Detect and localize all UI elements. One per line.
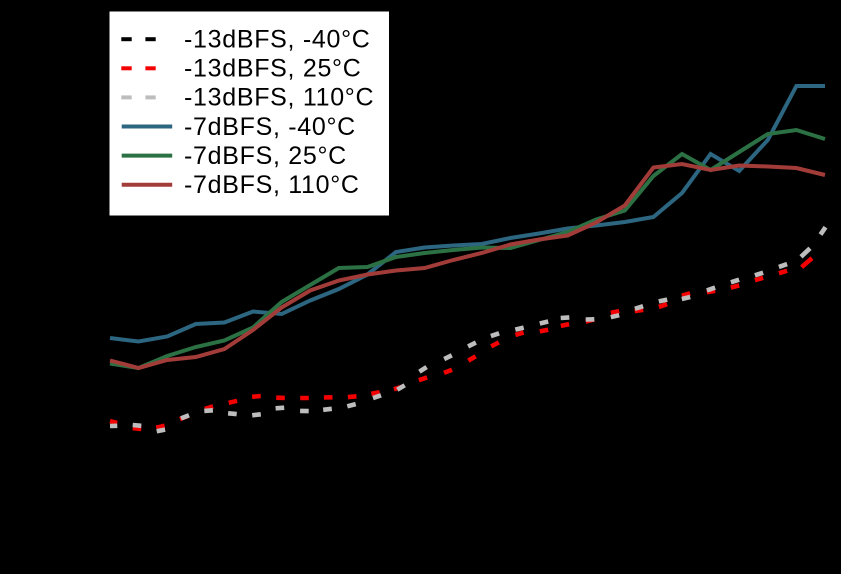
svg-text:-7dBFS, -40°C: -7dBFS, -40°C xyxy=(184,113,356,141)
svg-text:-7dBFS, 110°C: -7dBFS, 110°C xyxy=(184,171,360,199)
svg-text:-13dBFS, -40°C: -13dBFS, -40°C xyxy=(184,26,371,54)
svg-text:-13dBFS, 110°C: -13dBFS, 110°C xyxy=(184,84,374,112)
svg-text:-7dBFS, 25°C: -7dBFS, 25°C xyxy=(184,142,347,170)
svg-text:-13dBFS, 25°C: -13dBFS, 25°C xyxy=(184,55,362,83)
